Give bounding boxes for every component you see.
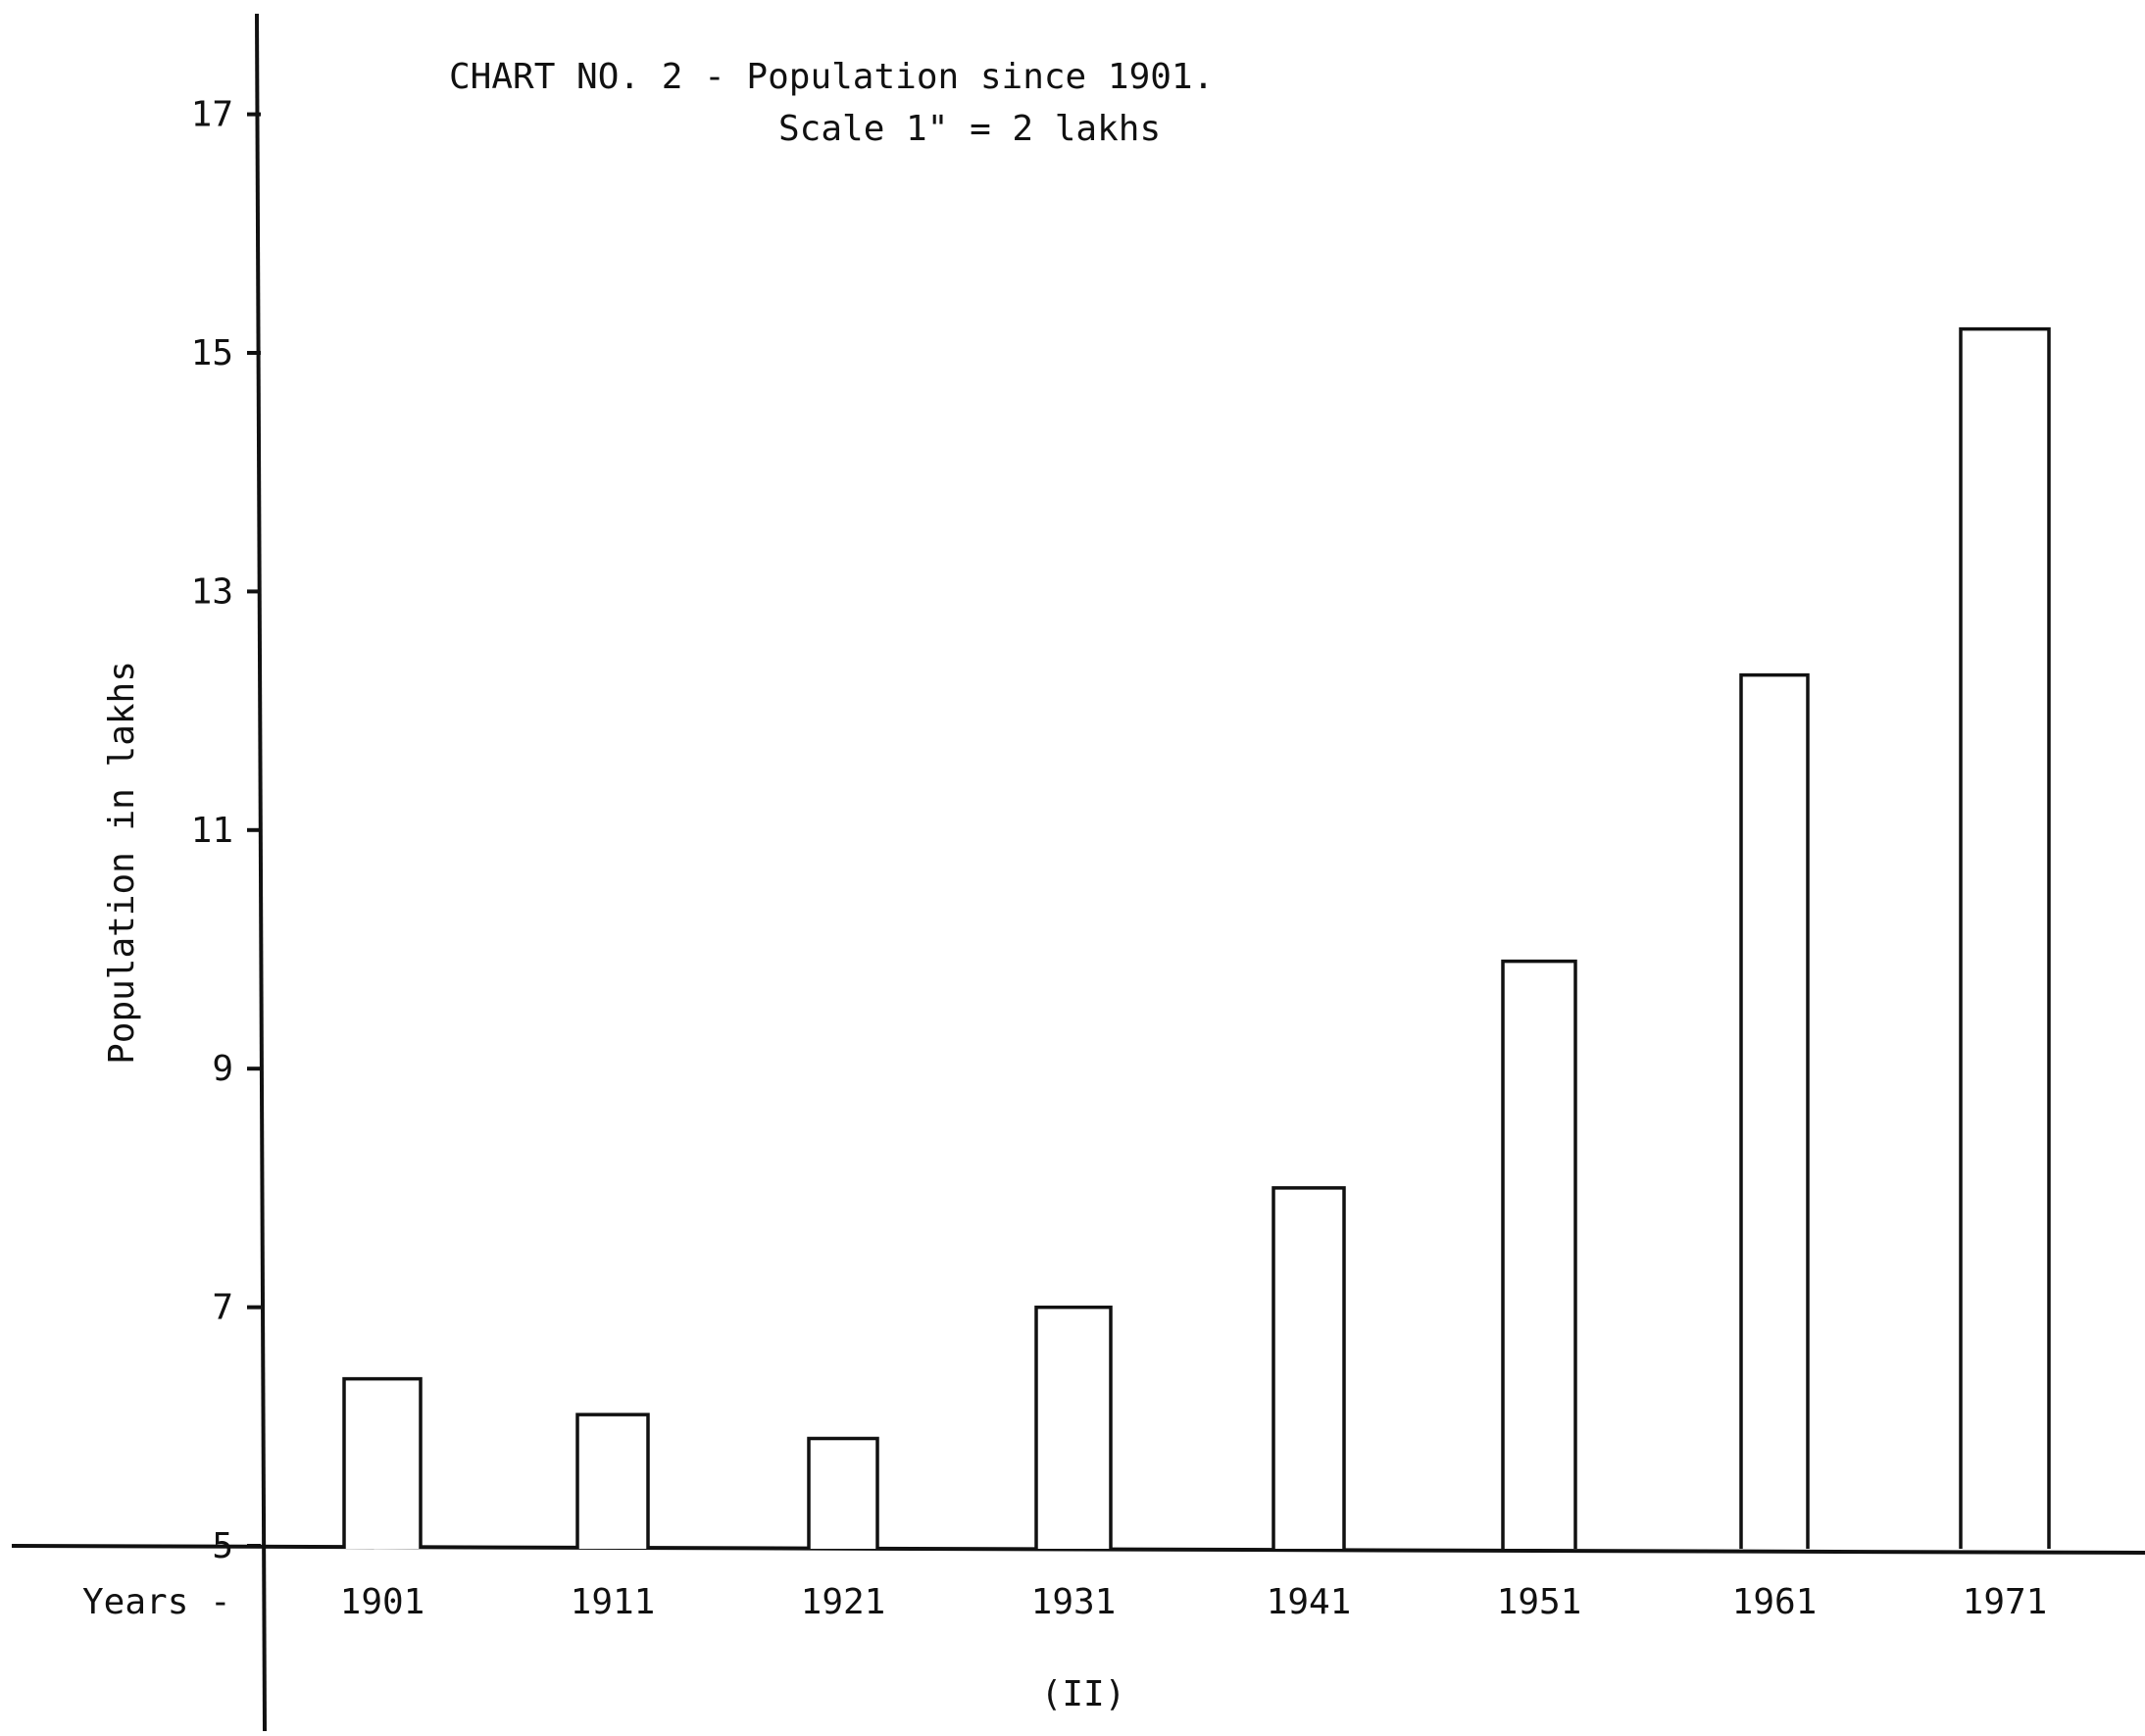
bar-1971 xyxy=(1959,326,2051,1549)
chart-subtitle: Scale 1" = 2 lakhs xyxy=(778,109,1161,149)
y-tick-label: 5 xyxy=(212,1526,233,1566)
y-tick-label: 13 xyxy=(191,571,233,612)
x-tick-label: 1921 xyxy=(801,1582,886,1622)
bar-1921 xyxy=(807,1436,879,1549)
bar-1931 xyxy=(1034,1305,1113,1549)
chart-title: CHART NO. 2 - Population since 1901. xyxy=(449,57,1214,97)
bar-1911 xyxy=(575,1413,650,1549)
y-tick-label: 9 xyxy=(212,1049,233,1089)
y-axis-label: Population in lakhs xyxy=(102,661,142,1065)
x-tick-label: 1961 xyxy=(1732,1582,1818,1622)
y-tick-label: 17 xyxy=(191,95,233,135)
bar-1961 xyxy=(1739,672,1810,1549)
y-tick-label: 15 xyxy=(191,333,233,373)
y-tick-label: 11 xyxy=(191,811,233,851)
x-tick-label: 1911 xyxy=(571,1582,656,1622)
bar-1901 xyxy=(342,1376,423,1549)
x-tick-labels: 1901 1911 1921 1931 1941 1951 1961 1971 xyxy=(340,1582,2048,1622)
bars xyxy=(342,326,2051,1549)
y-tick-label: 7 xyxy=(212,1288,233,1328)
x-tick-label: 1951 xyxy=(1497,1582,1582,1622)
x-tick-label: 1931 xyxy=(1031,1582,1117,1622)
x-axis-label: Years - xyxy=(82,1582,231,1622)
x-tick-label: 1901 xyxy=(340,1582,425,1622)
bar-1941 xyxy=(1272,1186,1346,1549)
x-tick-label: 1971 xyxy=(1963,1582,2048,1622)
x-tick-label: 1941 xyxy=(1267,1582,1352,1622)
bar-1951 xyxy=(1501,959,1577,1549)
y-axis-line xyxy=(255,13,267,1732)
chart-caption: (II) xyxy=(1041,1674,1126,1714)
y-ticks: 5 7 9 11 13 15 17 xyxy=(191,95,261,1566)
